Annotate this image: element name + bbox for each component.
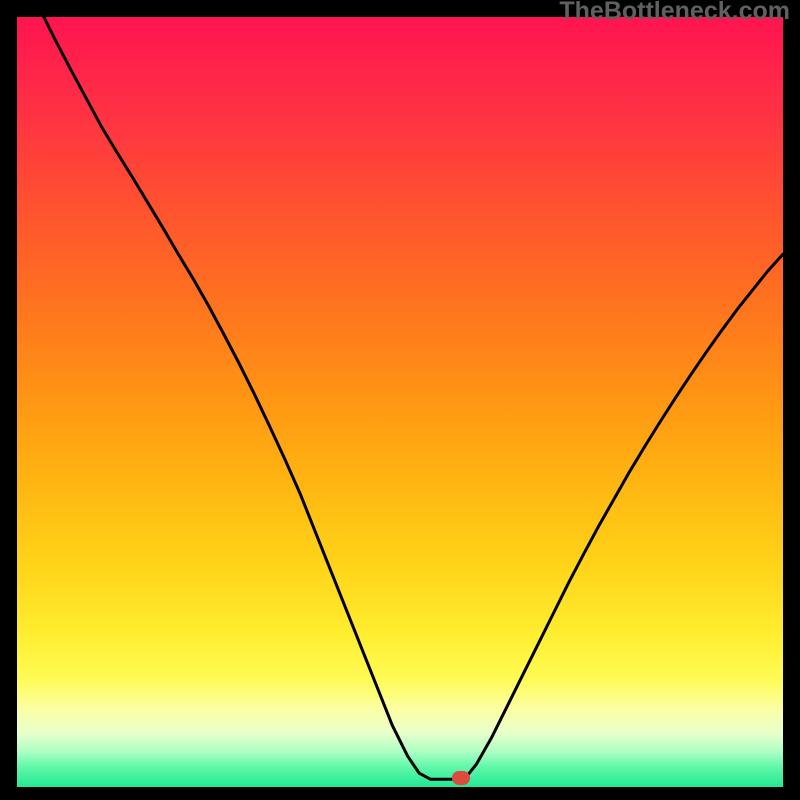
bottleneck-curve [44,17,783,779]
watermark-text: TheBottleneck.com [559,0,790,26]
plot-area [17,17,783,787]
chart-stage: TheBottleneck.com [0,0,800,800]
curve-layer [17,17,783,787]
optimum-marker [452,771,470,785]
